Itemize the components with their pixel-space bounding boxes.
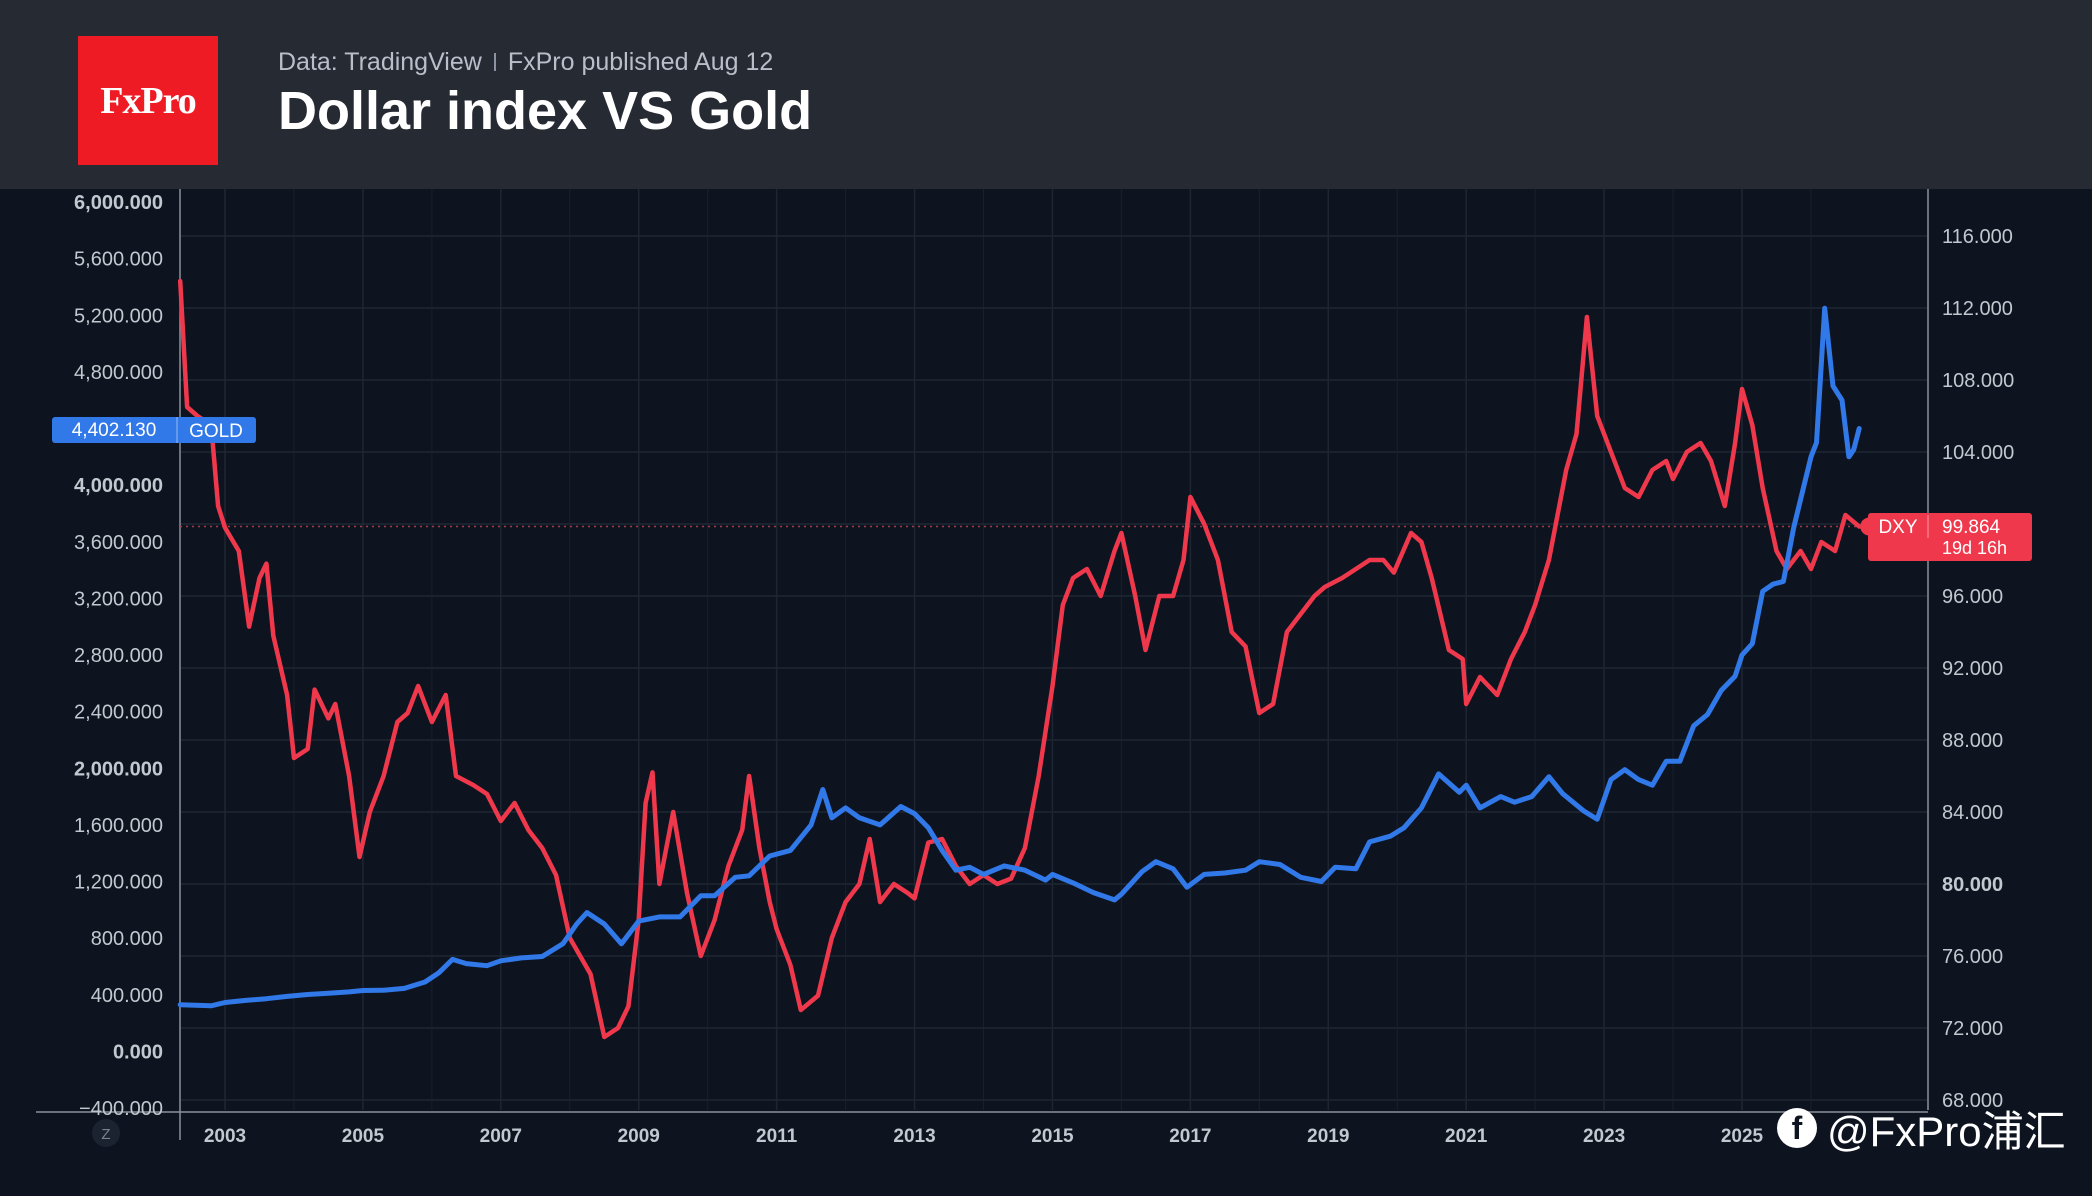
dxy-series-name: DXY (1878, 517, 1917, 538)
right-tick-label: 84.000 (1942, 802, 2003, 824)
right-tick-label: 112.000 (1942, 298, 2013, 320)
fxpro-logo: FxPro (78, 36, 218, 165)
published-label: FxPro published Aug 12 (507, 48, 774, 76)
left-tick-label: 5,200.000 (74, 305, 163, 327)
dxy-price-value: 99.864 (1942, 517, 2001, 538)
right-tick-label: 88.000 (1942, 730, 2003, 752)
x-axis-ticks: 2003 2005 2007 2009 2011 2013 2015 2017 2019 2021… (204, 1126, 1764, 1147)
right-tick-label: 92.000 (1942, 658, 2003, 680)
gold-series-line (177, 305, 1862, 1009)
separator (493, 53, 496, 71)
left-tick-label: 2,400.000 (74, 702, 163, 724)
left-tick-label: 6,000.000 (74, 192, 163, 214)
watermark-handle: @FxPro浦汇 (1827, 1107, 2066, 1155)
left-tick-label: 0.000 (113, 1041, 163, 1063)
source-data-label: Data: TradingView (278, 48, 482, 76)
right-tick-label: 116.000 (1942, 226, 2013, 248)
dxy-label-box (1868, 513, 2032, 561)
x-tick-label: 2023 (1583, 1126, 1625, 1147)
x-tick-label: 2019 (1307, 1126, 1349, 1147)
zoom-button-bg[interactable] (92, 1119, 120, 1147)
left-tick-label: 3,200.000 (74, 588, 163, 610)
x-tick-label: 2009 (618, 1126, 660, 1147)
left-tick-label: 1,600.000 (74, 815, 163, 837)
right-tick-label: 108.000 (1942, 370, 2014, 392)
data-source: Data: TradingView FxPro published Aug 12 (278, 48, 773, 77)
chart-header: FxPro Data: TradingView FxPro published A… (0, 0, 2092, 189)
zoom-icon[interactable]: Z (101, 1126, 110, 1143)
dxy-price-label: DXY 99.864 19d 16h (1868, 513, 2032, 561)
x-tick-label: 2003 (204, 1126, 246, 1147)
right-axis-ticks: 116.000112.000108.000104.000100.00096.00… (1942, 226, 2014, 1112)
x-tick-label: 2021 (1445, 1126, 1488, 1147)
dxy-series-line (177, 278, 1862, 1040)
x-tick-label: 2007 (480, 1126, 522, 1147)
chart-title: Dollar index VS Gold (278, 81, 813, 141)
zoom-button[interactable]: Z (92, 1119, 120, 1147)
left-tick-label: 2,800.000 (74, 645, 163, 667)
x-tick-label: 2011 (756, 1126, 798, 1147)
watermark: f @FxPro浦汇 (1777, 1103, 2066, 1155)
right-tick-label: 96.000 (1942, 586, 2003, 608)
x-tick-label: 2005 (342, 1126, 385, 1147)
x-tick-label: 2013 (893, 1126, 935, 1147)
x-tick-label: 2017 (1169, 1126, 1211, 1147)
left-tick-label: 800.000 (91, 928, 163, 950)
facebook-icon: f (1777, 1108, 1817, 1148)
left-tick-label: 4,000.000 (74, 475, 163, 497)
right-tick-label: 76.000 (1942, 946, 2003, 968)
gold-price-value: 4,402.130 (72, 420, 157, 441)
left-tick-label: 2,000.000 (74, 758, 163, 780)
left-tick-label: 1,200.000 (74, 872, 163, 894)
dxy-countdown: 19d 16h (1942, 538, 2007, 558)
gold-series-name: GOLD (189, 421, 243, 442)
right-tick-label: 104.000 (1942, 442, 2014, 464)
left-tick-label: 400.000 (91, 985, 163, 1007)
gold-label-box (52, 417, 256, 443)
left-tick-label: 3,600.000 (74, 532, 163, 554)
x-tick-label: 2015 (1031, 1126, 1074, 1147)
gold-price-label: 4,402.130 GOLD (52, 417, 256, 443)
left-tick-label: −400.000 (79, 1098, 163, 1120)
left-tick-label: 5,600.000 (74, 249, 163, 271)
left-tick-label: 4,800.000 (74, 362, 163, 384)
right-tick-label: 80.000 (1942, 874, 2003, 896)
horizontal-grid (180, 235, 1928, 1101)
right-tick-label: 72.000 (1942, 1018, 2003, 1040)
right-tick-label: 68.000 (1942, 1090, 2003, 1112)
x-tick-label: 2025 (1721, 1126, 1764, 1147)
